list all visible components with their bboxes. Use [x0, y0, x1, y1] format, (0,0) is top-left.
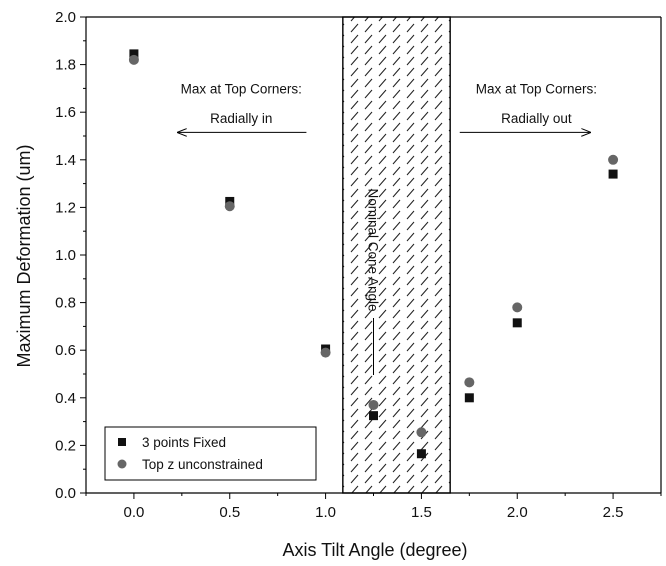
- y-tick-label: 1.8: [55, 57, 76, 74]
- data-point-circle: [512, 302, 523, 313]
- legend-marker-square: [118, 438, 126, 446]
- data-point-circle: [416, 427, 427, 438]
- data-point-circle: [464, 377, 475, 388]
- y-tick-label: 1.4: [55, 152, 76, 169]
- data-point-square: [464, 393, 474, 403]
- x-axis-title: Axis Tilt Angle (degree): [282, 540, 467, 560]
- data-point-square: [512, 318, 522, 328]
- data-point-circle: [224, 201, 235, 212]
- data-point-square: [416, 449, 426, 459]
- y-tick-label: 2.0: [55, 9, 76, 26]
- legend-box: [104, 426, 317, 481]
- y-tick-label: 0.2: [55, 437, 76, 454]
- y-tick-label: 0.8: [55, 295, 76, 312]
- annotations: Max at Top Corners: Radially in Max at Top…: [178, 81, 597, 132]
- y-tick-label: 0.4: [55, 390, 76, 407]
- shaded-region: [342, 16, 451, 494]
- axes: 0.0 0.2 0.4 0.6 0.8 1.0 1.2 1.4 1.6 1.8 2.0 0.0 0.5 1…: [55, 9, 662, 521]
- x-tick-label: 2.0: [507, 504, 528, 521]
- annotation-text: Max at Top Corners:: [476, 81, 597, 96]
- data-point-square: [608, 169, 618, 179]
- legend-label: Top z unconstrained: [142, 457, 263, 472]
- x-tick-label: 1.5: [411, 504, 432, 521]
- legend-marker-circle: [117, 459, 127, 469]
- legend-label: 3 points Fixed: [142, 435, 226, 450]
- x-tick-label: 1.0: [315, 504, 336, 521]
- data-points: [128, 49, 619, 459]
- data-point-circle: [368, 399, 379, 410]
- annotation-text: Max at Top Corners:: [181, 81, 302, 96]
- y-tick-label: 0.0: [55, 485, 76, 502]
- data-point-square: [369, 411, 378, 421]
- y-tick-label: 1.0: [55, 247, 76, 264]
- data-point-square: [129, 49, 139, 59]
- y-tick-label: 0.6: [55, 342, 76, 359]
- legend: 3 points Fixed Top z unconstrained: [104, 426, 317, 481]
- region-label: Nominal Cone Angle: [366, 188, 381, 311]
- nominal-cone-region: Nominal Cone Angle: [342, 16, 451, 494]
- x-tick-label: 2.5: [603, 504, 624, 521]
- data-point-circle: [320, 347, 331, 358]
- x-tick-label: 0.5: [219, 504, 240, 521]
- y-tick-label: 1.6: [55, 104, 76, 121]
- y-tick-label: 1.2: [55, 199, 76, 216]
- data-point-circle: [608, 154, 619, 165]
- y-axis-title: Maximum Deformation (um): [14, 144, 34, 367]
- annotation-text: Radially out: [501, 111, 572, 126]
- data-point-circle: [128, 54, 139, 65]
- x-tick-label: 0.0: [123, 504, 144, 521]
- annotation-text: Radially in: [210, 111, 272, 126]
